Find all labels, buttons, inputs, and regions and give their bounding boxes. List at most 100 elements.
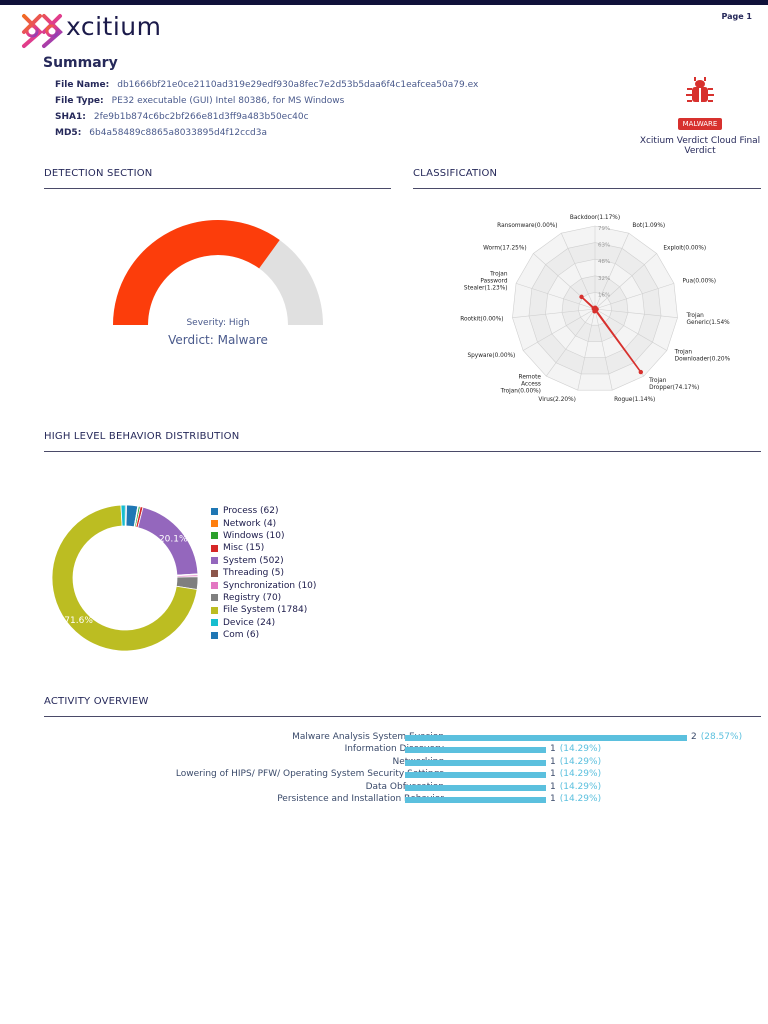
radar-category-label: Pua(0.00%): [682, 279, 716, 285]
activity-bar: [405, 772, 546, 779]
radar-spoke: [594, 308, 678, 318]
legend-label: System (502): [223, 555, 284, 566]
legend-label: Threading (5): [223, 568, 284, 579]
radar-spoke: [594, 233, 630, 310]
activity-bar: [405, 784, 546, 791]
activity-label: Information Discovery: [344, 744, 444, 755]
activity-row: Information Discovery 1 (14.29%): [44, 744, 768, 757]
legend-item: Process (62): [211, 505, 316, 517]
activity-divider: [44, 716, 761, 717]
donut-slice-label: 20.1%: [159, 534, 188, 544]
legend-swatch: [211, 631, 218, 639]
radar-spoke: [594, 253, 657, 310]
activity-count: 1 (14.29%): [550, 794, 602, 804]
radar-point: [579, 294, 584, 300]
behavior-legend: Process (62) Network (4) Windows (10) Misc …: [211, 505, 316, 641]
activity-label: Data Obfuscation: [365, 781, 444, 792]
file-type-row: File Type: PE32 executable (GUI) Intel 80…: [55, 96, 345, 106]
legend-swatch: [211, 606, 218, 614]
verdict-caption: Xcitium Verdict Cloud Final Verdict: [639, 136, 761, 156]
activity-count: 1 (14.29%): [550, 781, 602, 792]
donut-slice: [120, 504, 126, 527]
radar-spoke: [560, 233, 596, 310]
activity-bar: [405, 797, 546, 803]
radar-category-label: Spyware(0.00%): [467, 353, 515, 359]
legend-item: Com (6): [211, 629, 316, 641]
radar-spoke: [577, 308, 596, 391]
legend-label: Windows (10): [223, 530, 285, 541]
donut-slice-label: 71.6%: [64, 616, 93, 626]
radar-category-label: Ransomware(0.00%): [497, 223, 557, 229]
activity-bar: [405, 759, 546, 766]
activity-percent: (14.29%): [559, 781, 602, 792]
legend-item: File System (1784): [211, 604, 316, 616]
legend-item: Synchronization (10): [211, 579, 316, 591]
radar-spoke: [594, 308, 613, 391]
legend-swatch: [211, 594, 218, 602]
legend-label: Registry (70): [223, 592, 282, 603]
legend-label: File System (1784): [223, 605, 308, 616]
activity-label: Malware Analysis System Evasion: [292, 732, 444, 742]
radar-category-label: Bot(1.09%): [632, 223, 665, 229]
activity-bar: [405, 735, 687, 741]
summary-title: Summary: [43, 55, 118, 71]
page-number: Page 1: [721, 12, 752, 21]
activity-percent: (14.29%): [559, 794, 602, 804]
radar-ring-label: 16%: [598, 292, 610, 298]
radar-category-label: Trojan Password Stealer(1.23%): [464, 272, 508, 292]
activity-count: 1 (14.29%): [550, 744, 602, 755]
activity-row: Data Obfuscation 1(14.29%): [44, 782, 768, 795]
radar-spoke: [594, 283, 675, 310]
radar-category-label: Virus(2.20%): [538, 397, 575, 403]
activity-count: 1 (14.29%): [550, 756, 602, 767]
activity-label: Lowering of HIPS/ PFW/ Operating System …: [175, 769, 444, 780]
legend-item: Windows (10): [211, 530, 316, 542]
radar-category-label: Rootkit(0.00%): [460, 317, 503, 323]
radar-spoke: [515, 283, 596, 310]
legend-item: Registry (70): [211, 592, 316, 604]
radar-category-label: Trojan Dropper(74.17%): [648, 378, 699, 391]
legend-item: System (502): [211, 555, 316, 567]
activity-count: 1 (14.29%): [550, 769, 602, 780]
detection-section-title: DETECTION SECTION: [44, 168, 153, 179]
activity-percent: (28.57%): [700, 732, 743, 742]
bug-icon: [686, 77, 714, 102]
radar-point: [638, 369, 644, 375]
legend-swatch: [211, 520, 218, 528]
top-bar: [0, 0, 768, 5]
behavior-donut-chart: 20.1% 71.6%: [51, 504, 199, 652]
activity-percent: (14.29%): [559, 769, 602, 780]
activity-count: 2 (28.57%): [691, 732, 743, 742]
legend-swatch: [211, 619, 218, 627]
legend-item: Device (24): [211, 617, 316, 629]
activity-percent: (14.29%): [559, 756, 602, 767]
severity-gauge: Severity: High Verdict: Malware: [113, 220, 323, 347]
radar-category-label: Exploit(0.00%): [663, 245, 706, 251]
activity-row: Lowering of HIPS/ PFW/ Operating System …: [44, 769, 768, 782]
activity-title: ACTIVITY OVERVIEW: [44, 696, 149, 707]
sha1-row: SHA1: 2fe9b1b874c6bc2bf266e81d3ff9a483b50…: [55, 112, 309, 122]
activity-label: Persistence and Installation Behavior: [277, 794, 444, 804]
legend-label: Misc (15): [223, 543, 265, 554]
legend-item: Threading (5): [211, 567, 316, 579]
legend-label: Process (62): [223, 506, 279, 517]
classification-title: CLASSIFICATION: [413, 168, 498, 179]
radar-spoke: [522, 308, 596, 351]
radar-ring-label: 79%: [598, 226, 610, 232]
legend-swatch: [211, 569, 218, 577]
legend-item: Misc (15): [211, 542, 316, 554]
brand-name: xcitium: [66, 12, 162, 41]
legend-swatch: [211, 532, 218, 540]
md5-row: MD5: 6b4a58489c8865a8033895d4f12ccd3a: [55, 128, 267, 138]
legend-label: Com (6): [223, 630, 260, 641]
radar-spoke: [545, 308, 596, 377]
gauge-fill: [113, 220, 280, 325]
radar-ring-label: 48%: [598, 259, 610, 265]
xcitium-logo-icon: [22, 14, 63, 48]
classification-divider: [413, 188, 761, 189]
file-name-row: File Name: db1666bf21e0ce2110ad319e29edf9…: [55, 80, 479, 90]
legend-swatch: [211, 582, 218, 590]
radar-ring-label: 63%: [598, 243, 610, 249]
detection-divider: [44, 188, 391, 189]
radar-category-label: Rogue(1.14%): [614, 397, 655, 403]
